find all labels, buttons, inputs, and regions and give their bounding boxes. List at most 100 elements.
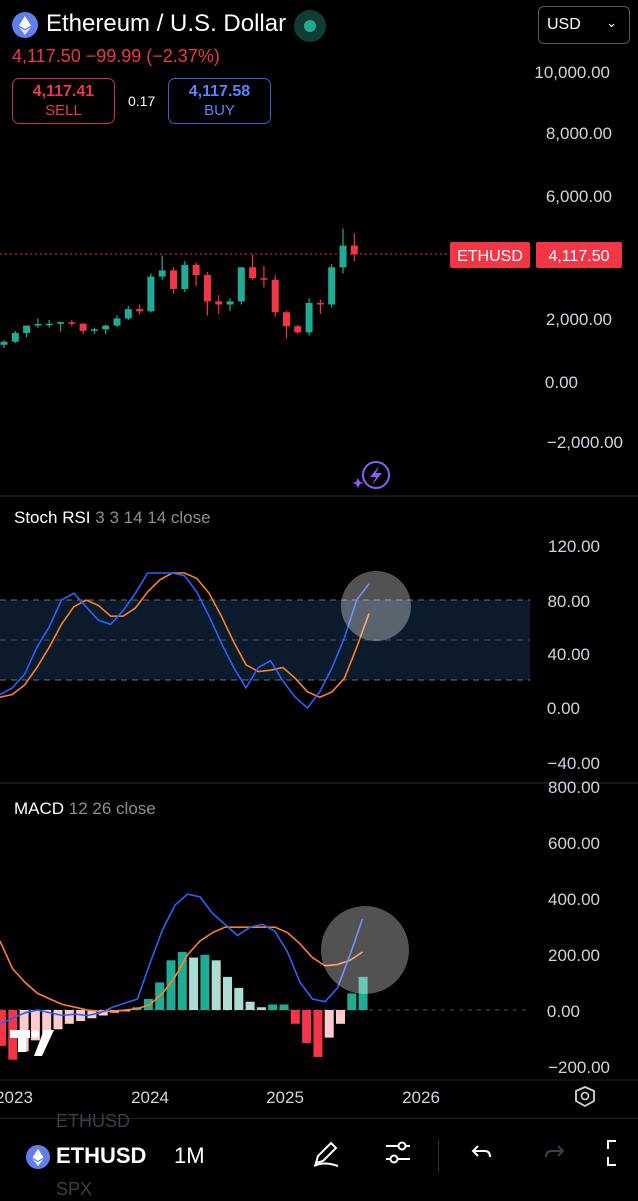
symbol-price-tag [450, 242, 530, 268]
redo-icon[interactable] [534, 1137, 574, 1177]
stoch-series-line [0, 572, 370, 710]
macd-histogram-bar [313, 1010, 323, 1057]
candle-body [11, 333, 19, 342]
last-price-text: 4,117.50 [548, 248, 609, 265]
macd-histogram-bar [189, 957, 199, 1010]
symbol-tag-text: ETHUSD [457, 248, 523, 265]
macd-tick: 200.00 [548, 946, 600, 965]
macd-tick: −200.00 [548, 1058, 610, 1077]
candle-body [45, 323, 53, 326]
macd-histogram-bar [200, 954, 210, 1010]
candle-body [283, 312, 290, 327]
candle-body [305, 302, 313, 333]
price-change: 4,117.50 −99.99 (−2.37%) [12, 46, 220, 66]
time-axis[interactable]: 2023 2024 2025 2026 [0, 1088, 440, 1107]
macd-title[interactable]: MACD 12 26 close [14, 799, 156, 819]
macd-histogram [0, 952, 368, 1060]
macd-histogram-bar [336, 1010, 345, 1024]
macd-histogram-bar [98, 1010, 108, 1016]
sell-price: 4,117.41 [32, 83, 95, 100]
macd-histogram-bar [177, 952, 187, 1010]
market-open-status-icon[interactable] [294, 10, 326, 42]
candle-body [226, 301, 234, 305]
macd-tick: 600.00 [548, 834, 600, 853]
macd-histogram-bar [223, 976, 232, 1010]
sell-button[interactable]: 4,117.41 SELL [12, 78, 115, 124]
macd-histogram-bar [268, 1004, 278, 1010]
macd-axis[interactable]: 800.00 600.00 400.00 200.00 0.00 −200.00 [547, 778, 610, 1077]
drawing-pen-icon[interactable] [306, 1137, 346, 1177]
buy-price: 4,117.58 [188, 83, 251, 100]
price-tick: 10,000.00 [534, 63, 610, 82]
stoch-tick: −40.00 [548, 754, 600, 773]
currency-select[interactable]: USD ⌄ [538, 6, 630, 44]
macd-histogram-bar [290, 1010, 300, 1024]
macd-histogram-bar [0, 1010, 6, 1046]
macd-histogram-bar [302, 1010, 312, 1044]
currency-value: USD [547, 16, 581, 33]
sell-label: SELL [45, 102, 82, 119]
time-tick: 2023 [0, 1088, 33, 1107]
price-tick: −2,000.00 [547, 433, 623, 452]
macd-lines [0, 893, 364, 1025]
lightning-icon[interactable] [352, 461, 390, 489]
spread-value: 0.17 [128, 93, 156, 109]
last-price-tag [536, 242, 622, 268]
stoch-axis[interactable]: 120.00 80.00 40.00 0.00 −40.00 [547, 537, 600, 773]
fullscreen-icon[interactable] [602, 1137, 634, 1177]
candle-body [237, 267, 245, 302]
macd-histogram-bar [64, 1010, 74, 1024]
interval-button[interactable]: 1M [174, 1143, 205, 1168]
candle-body [147, 276, 155, 312]
candle-body [271, 279, 279, 313]
macd-histogram-bar [358, 976, 368, 1010]
candle-body [328, 267, 336, 305]
macd-histogram-bar [211, 960, 221, 1010]
candle-body [170, 270, 177, 289]
stoch-rsi-name: Stoch RSI [14, 508, 91, 527]
candle-body [294, 326, 302, 333]
buy-button[interactable]: 4,117.58 BUY [168, 78, 271, 124]
price-axis[interactable]: 10,000.00 8,000.00 6,000.00 2,000.00 0.0… [534, 63, 623, 452]
price-tick: 2,000.00 [546, 310, 612, 329]
candle-body [350, 245, 358, 255]
macd-histogram-bar [30, 1010, 40, 1041]
bottom-toolbar: ETHUSD ETHUSD 1M SPX [0, 1111, 638, 1201]
stoch-tick: 0.00 [547, 699, 580, 718]
toolbar-divider [438, 1139, 439, 1173]
candle-body [124, 309, 132, 319]
candle-body [113, 318, 121, 326]
macd-name: MACD [14, 799, 65, 818]
chevron-down-icon: ⌄ [606, 15, 617, 30]
stoch-tick: 40.00 [547, 645, 590, 664]
stoch-rsi-params: 3 3 14 14 close [95, 508, 211, 527]
stoch-lines [0, 572, 370, 710]
candle-body [158, 270, 166, 277]
ghost-symbol-top: ETHUSD [56, 1111, 131, 1131]
candle-body [203, 275, 211, 302]
stoch-highlight-circle [341, 571, 411, 641]
macd-histogram-bar [347, 993, 357, 1010]
ethereum-logo-icon [26, 1145, 50, 1169]
macd-histogram-bar [166, 960, 176, 1010]
settings-hexagon-icon[interactable] [575, 1086, 595, 1108]
candle-body [23, 325, 31, 334]
symbol-title[interactable]: Ethereum / U.S. Dollar [46, 10, 287, 37]
undo-icon[interactable] [462, 1137, 502, 1177]
candle-body [249, 267, 257, 279]
tradingview-logo-icon [10, 1030, 54, 1056]
macd-histogram-bar [234, 987, 244, 1010]
stoch-rsi-title[interactable]: Stoch RSI 3 3 14 14 close [14, 508, 211, 528]
candle-body [34, 324, 42, 326]
symbol-button[interactable]: ETHUSD [56, 1143, 147, 1168]
macd-series-line [0, 893, 364, 1025]
stoch-tick: 80.00 [547, 592, 590, 611]
macd-histogram-bar [324, 1010, 334, 1038]
chart-area[interactable]: 10,000.00 8,000.00 6,000.00 2,000.00 0.0… [0, 0, 638, 1118]
candle-body [192, 264, 200, 276]
macd-tick: 800.00 [548, 778, 600, 797]
candle-body [316, 302, 324, 305]
header: Ethereum / U.S. Dollar 4,117.50 −99.99 (… [0, 0, 638, 140]
candle-body [339, 245, 347, 268]
indicators-sliders-icon[interactable] [378, 1137, 418, 1177]
